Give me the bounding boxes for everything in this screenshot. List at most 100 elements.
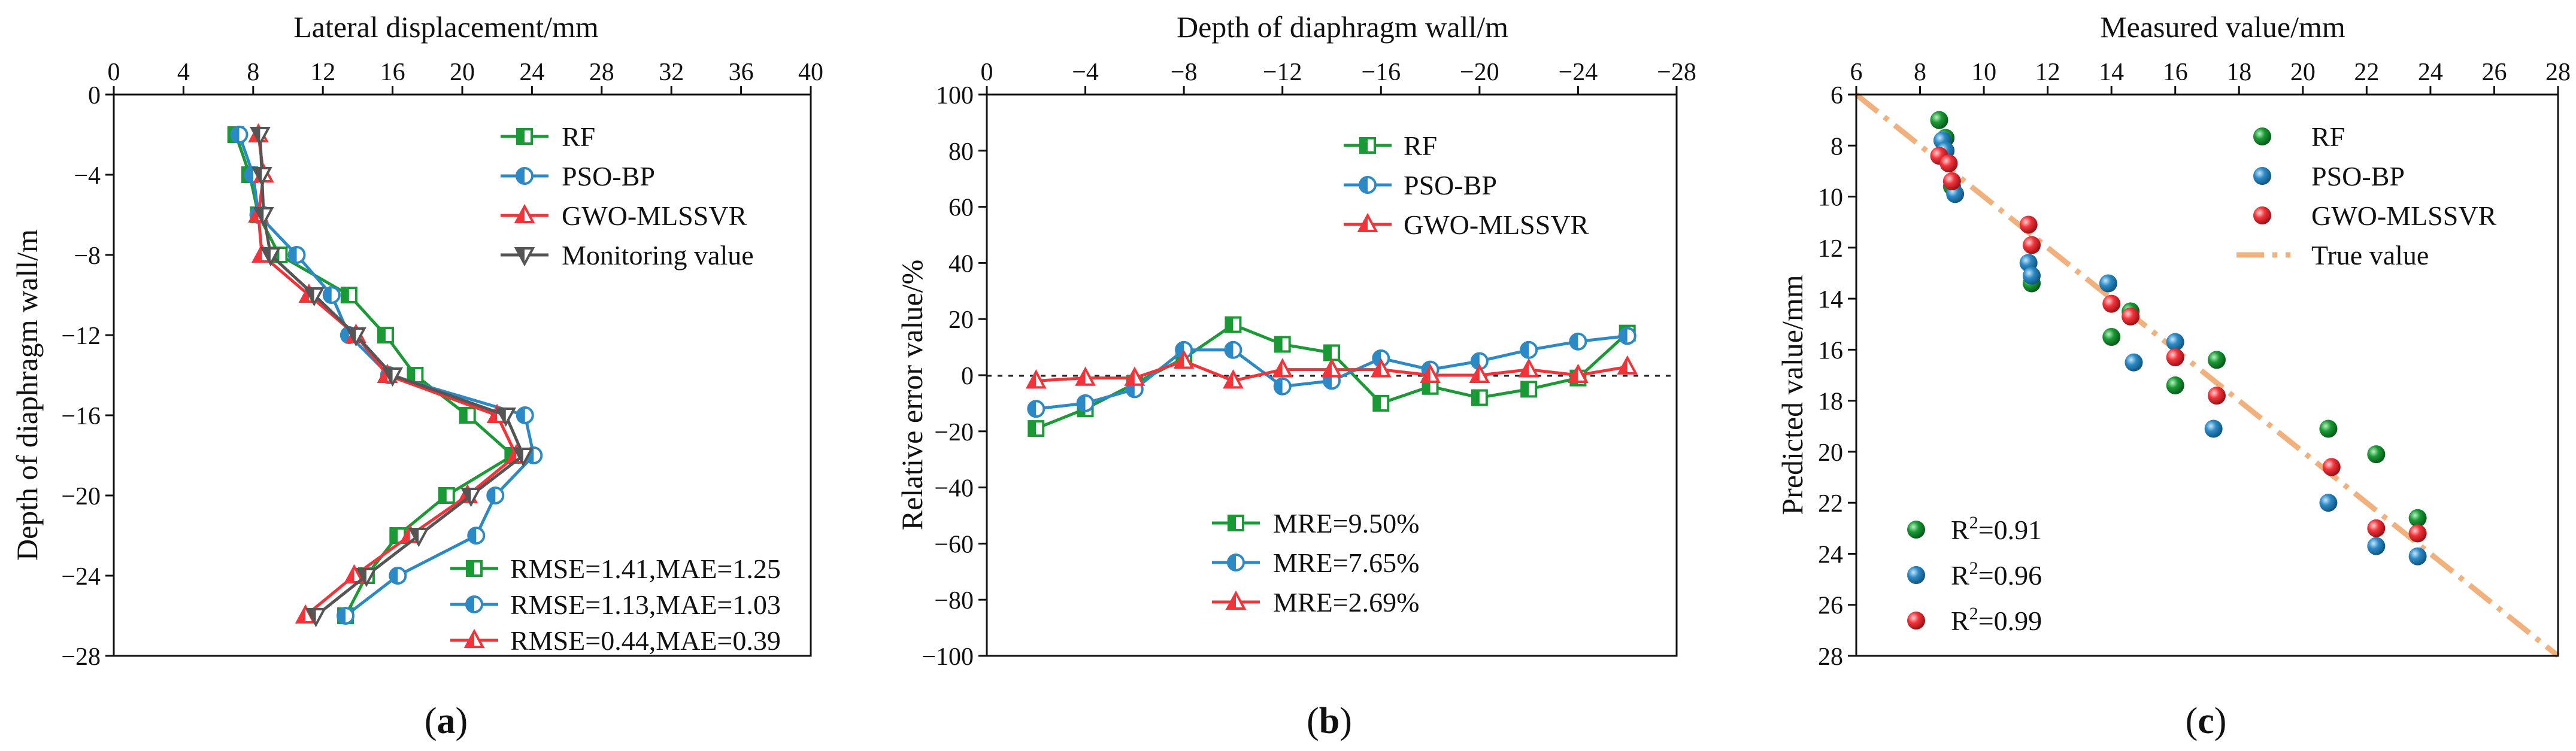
panel-b-legend-label: GWO-MLSSVR [1404, 209, 1589, 240]
panel-c-xlabel: Measured value/mm [2100, 10, 2345, 44]
panel-b-stat-label: MRE=7.65% [1273, 548, 1419, 578]
panel-b-point-2-6-fill [1323, 360, 1332, 376]
panel-c-series [1854, 92, 2560, 658]
panel-b-frame [986, 93, 1678, 657]
panel-c-xtick-label: 10 [1971, 59, 1996, 86]
panel-c-legend-marker-1 [2253, 167, 2271, 185]
panel-b-point-2-6 [1321, 358, 1342, 378]
panel-a-point-0-5 [377, 327, 394, 343]
panel-a-ytick-label: −24 [61, 563, 101, 591]
panel-a-point-3-4 [304, 287, 325, 307]
panel-b-ytick-label: 60 [948, 194, 974, 222]
panel-c-point-2-3 [2019, 215, 2038, 234]
panel-b-ytick-label: 0 [961, 363, 974, 390]
panel-c-point-2-6 [2122, 307, 2140, 326]
panel-b-point-1-4 [1224, 340, 1242, 359]
panel-a-point-2-10-fill [401, 527, 410, 542]
panel-b-point-0-7-fill [1374, 396, 1381, 411]
panel-b-stat-2-marker-fill [1228, 593, 1236, 609]
panel-b-point-2-2-fill [1126, 369, 1135, 385]
panel-c-xtick-label: 12 [2035, 59, 2060, 86]
panel-b-xlabel: Depth of diaphragm wall/m [1177, 10, 1508, 44]
panel-c-xtick-label: 18 [2226, 59, 2251, 86]
panel-c-ytick-label: 8 [1831, 133, 1843, 160]
panel-a-point-2-3-fill [253, 246, 262, 262]
panel-a-legend-0-marker-fill [517, 129, 525, 144]
panel-c-xtick-label: 28 [2545, 59, 2571, 86]
panel-a-point-1-4-fill [323, 287, 332, 303]
panel-b-stat-1-marker-fill [1228, 555, 1236, 570]
panel-c-stat-rest: =0.91 [1978, 515, 2042, 545]
panel-c-point-2-10 [2367, 519, 2386, 537]
panel-b-xtick-label: 0 [981, 59, 993, 86]
panel-a-point-3-7 [495, 408, 517, 427]
panel-b-legend-2-marker-fill [1359, 215, 1368, 231]
panel-a-point-3-0-fill [251, 128, 260, 144]
panel-c-ytick-label: 18 [1818, 388, 1843, 416]
panel-a-point-3-12-fill [307, 609, 316, 625]
panel-c-xtick-label: 20 [2290, 59, 2316, 86]
panel-a-point-3-11 [356, 568, 377, 588]
panel-a-legend-label: Monitoring value [562, 240, 754, 270]
panel-b-point-2-12 [1617, 355, 1638, 375]
panel-b-point-0-10-fill [1522, 382, 1529, 397]
panel-a-legend-label: RF [562, 121, 595, 152]
panel-c-legend-label: GWO-MLSSVR [2311, 200, 2497, 231]
panel-a-series [227, 123, 543, 628]
panel-c-ytick-label: 26 [1818, 592, 1843, 620]
panel-b-legend-1-marker-fill [1360, 177, 1368, 193]
panel-a-point-3-5-fill [347, 329, 356, 344]
panel-a-point-1-3-fill [289, 247, 297, 263]
panel-b-point-1-1-fill [1077, 395, 1086, 411]
panel-a-point-0-10-fill [390, 528, 398, 543]
panel-a-point-3-12 [305, 608, 326, 628]
panel-b-point-2-0-fill [1028, 372, 1037, 388]
panel-a-point-3-8-fill [514, 449, 523, 464]
panel-c-ytick-label: 14 [1818, 286, 1843, 314]
panel-c-stat-sup: 2 [1969, 604, 1978, 624]
panel-a-legend-3-marker-fill [516, 248, 525, 264]
panel-c-stat-base: R [1951, 515, 1969, 545]
panel-c-stat-label: R2=0.96 [1951, 558, 2042, 591]
panel-c-ytick-label: 24 [1818, 541, 1843, 568]
panel-b-point-1-9-fill [1471, 353, 1480, 369]
panel-a-legend-2-marker-fill [516, 206, 525, 222]
panel-a-xtick-label: 0 [108, 59, 120, 86]
panel-b-point-2-9-fill [1471, 366, 1480, 382]
panel-b-point-2-4-fill [1225, 372, 1234, 388]
panel-c-point-0-9 [2367, 445, 2386, 464]
panel-c-legend-label: RF [2311, 121, 2345, 152]
panel-b-ytick-label: −20 [934, 419, 974, 446]
panel-c-legend-label: PSO-BP [2311, 161, 2405, 191]
panel-b-ytick-label: −60 [934, 531, 974, 558]
panel-b-point-1-0 [1027, 400, 1045, 418]
panel-b-ytick-label: 20 [948, 306, 974, 334]
panel-a-point-1-10 [467, 527, 486, 545]
panel-a-point-0-7 [459, 407, 476, 424]
panel-a-xtick-label: 4 [177, 59, 190, 86]
panel-b-point-2-4 [1223, 369, 1244, 389]
panel-a-point-2-4-fill [300, 286, 309, 302]
panel-c-label: (c) [2186, 701, 2227, 741]
panel-a-ytick-label: −28 [61, 643, 101, 671]
panel-a-point-1-4 [322, 286, 341, 304]
panel-b-ytick-label: 100 [936, 82, 974, 110]
panel-a-point-1-7-fill [517, 408, 525, 423]
panel-a-stat-1-marker-fill [466, 597, 474, 612]
panel-a-point-0-4-fill [341, 288, 349, 302]
panel-b-xtick-label: −24 [1559, 59, 1598, 86]
panel-b-ticks: 0 −4 −8 −12 −16 −20 −24 −28 100 80 60 40 20 0 −20 −40 −6… [922, 59, 1696, 671]
panel-a-legend-2-marker [514, 203, 535, 223]
panel-a-xtick-label: 32 [659, 59, 684, 86]
panel-b-point-1-5-fill [1274, 378, 1283, 394]
panel-b-legend-0-marker-fill [1360, 138, 1368, 153]
panel-a-point-0-4 [340, 287, 357, 303]
panel-b-point-1-1 [1076, 394, 1095, 412]
panel-c-xtick-label: 24 [2418, 59, 2443, 86]
panel-b-point-1-12 [1618, 327, 1636, 345]
panel-a-point-2-11-fill [346, 567, 354, 582]
panel-b-point-2-0 [1025, 369, 1047, 389]
panel-a-point-3-5 [346, 327, 366, 347]
panel-a-point-3-10-fill [410, 529, 419, 545]
